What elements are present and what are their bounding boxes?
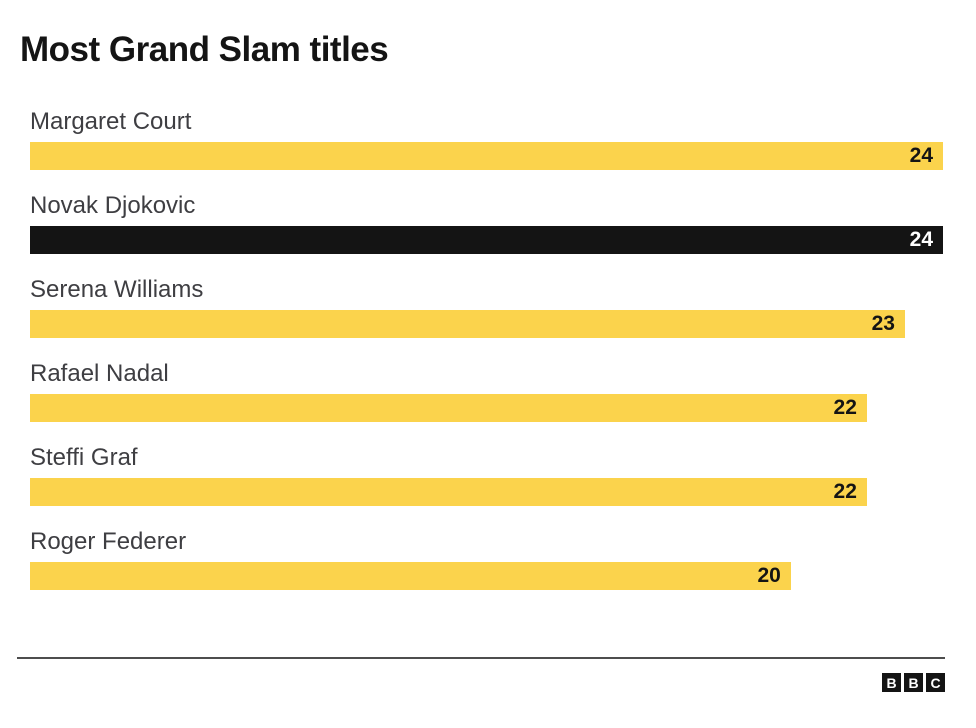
chart-row: Margaret Court 24 xyxy=(30,107,943,170)
bbc-logo-letter: C xyxy=(926,673,945,692)
bar-value-label: 20 xyxy=(757,564,781,587)
bbc-logo-letter: B xyxy=(904,673,923,692)
bar-category-label: Rafael Nadal xyxy=(30,360,169,387)
bar-category-label: Steffi Graf xyxy=(30,444,138,471)
bar-value-label: 22 xyxy=(833,480,857,503)
bar-category-label: Roger Federer xyxy=(30,528,187,555)
footer-divider xyxy=(17,657,945,659)
chart-row: Rafael Nadal 22 xyxy=(30,359,943,422)
bbc-logo-letter: B xyxy=(882,673,901,692)
bar-value-label: 23 xyxy=(871,312,895,335)
bar-value-label: 24 xyxy=(909,144,933,167)
bar-margaret-court: 24 xyxy=(30,142,943,170)
chart-row: Steffi Graf 22 xyxy=(30,443,943,506)
bar-value-label: 24 xyxy=(909,228,933,251)
bar-rafael-nadal: 22 xyxy=(30,394,867,422)
bar-category-label: Serena Williams xyxy=(30,276,204,303)
chart-row: Serena Williams 23 xyxy=(30,275,943,338)
bar-category-label: Margaret Court xyxy=(30,108,192,135)
bar-value-label: 22 xyxy=(833,396,857,419)
chart-title: Most Grand Slam titles xyxy=(20,30,389,69)
chart-row: Novak Djokovic 24 xyxy=(30,191,943,254)
bar-steffi-graf: 22 xyxy=(30,478,867,506)
bar-category-label: Novak Djokovic xyxy=(30,192,196,219)
bar-chart: Margaret Court 24 Novak Djokovic 24 Serena W… xyxy=(30,107,943,590)
bar-roger-federer: 20 xyxy=(30,562,791,590)
bar-serena-williams: 23 xyxy=(30,310,905,338)
chart-row: Roger Federer 20 xyxy=(30,527,943,590)
bar-novak-djokovic: 24 xyxy=(30,226,943,254)
